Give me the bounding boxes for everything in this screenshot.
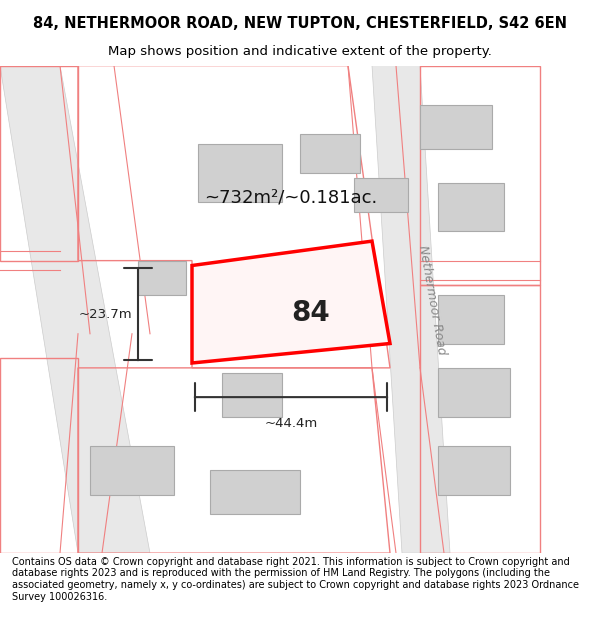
Polygon shape xyxy=(198,144,282,202)
Polygon shape xyxy=(438,446,510,494)
Text: ~44.4m: ~44.4m xyxy=(265,417,317,429)
Polygon shape xyxy=(222,372,282,417)
Text: ~732m²/~0.181ac.: ~732m²/~0.181ac. xyxy=(204,188,377,206)
Polygon shape xyxy=(420,104,492,149)
Polygon shape xyxy=(192,241,390,363)
Polygon shape xyxy=(372,66,450,553)
Polygon shape xyxy=(300,134,360,173)
Polygon shape xyxy=(90,446,174,494)
Polygon shape xyxy=(138,261,186,295)
Polygon shape xyxy=(438,182,504,231)
Polygon shape xyxy=(354,177,408,212)
Text: 84, NETHERMOOR ROAD, NEW TUPTON, CHESTERFIELD, S42 6EN: 84, NETHERMOOR ROAD, NEW TUPTON, CHESTER… xyxy=(33,16,567,31)
Polygon shape xyxy=(438,368,510,417)
Text: ~23.7m: ~23.7m xyxy=(79,308,132,321)
Text: Contains OS data © Crown copyright and database right 2021. This information is : Contains OS data © Crown copyright and d… xyxy=(12,557,579,601)
Polygon shape xyxy=(438,295,504,344)
Text: Map shows position and indicative extent of the property.: Map shows position and indicative extent… xyxy=(108,44,492,58)
Polygon shape xyxy=(0,66,150,553)
Polygon shape xyxy=(210,470,300,514)
Text: 84: 84 xyxy=(291,299,330,327)
Text: Nethermoor Road: Nethermoor Road xyxy=(416,244,448,356)
